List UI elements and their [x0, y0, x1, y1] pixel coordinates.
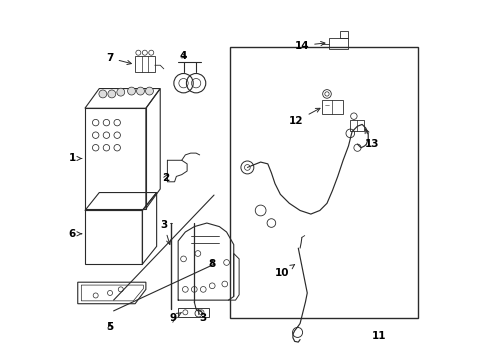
Circle shape	[117, 88, 124, 96]
Text: 11: 11	[371, 331, 386, 341]
Text: 2: 2	[162, 173, 169, 183]
Text: 5: 5	[106, 322, 113, 332]
Text: 3: 3	[160, 220, 170, 244]
Circle shape	[145, 87, 153, 95]
Circle shape	[136, 87, 144, 95]
Text: 3: 3	[198, 310, 206, 323]
Text: 7: 7	[106, 53, 131, 64]
Text: 12: 12	[289, 108, 319, 126]
Bar	[230, 47, 418, 318]
Circle shape	[127, 87, 135, 95]
Text: 13: 13	[364, 129, 378, 149]
Text: 6: 6	[69, 229, 81, 239]
Circle shape	[99, 90, 106, 98]
Circle shape	[108, 90, 116, 98]
Text: 8: 8	[208, 259, 215, 269]
Text: 9: 9	[169, 312, 181, 323]
Text: 10: 10	[274, 265, 294, 278]
Text: 14: 14	[294, 41, 324, 50]
Text: 1: 1	[69, 153, 81, 163]
Text: 4: 4	[180, 51, 187, 61]
